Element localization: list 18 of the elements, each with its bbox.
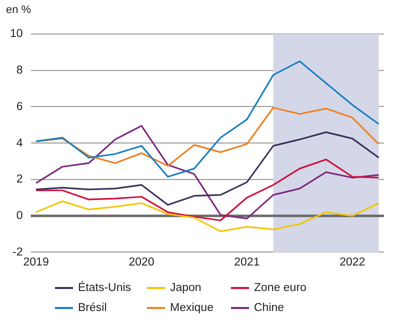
y-tick-label: -2	[12, 246, 23, 258]
legend-label: États-Unis	[78, 282, 132, 294]
x-tick-label: 2019	[23, 256, 49, 268]
y-tick-label: 0	[16, 210, 23, 222]
y-tick-label: 8	[16, 64, 23, 77]
y-axis-title: en %	[6, 4, 32, 16]
legend-label: Brésil	[78, 302, 107, 314]
x-tick-label: 2020	[128, 256, 154, 268]
legend-label: Chine	[254, 302, 284, 314]
legend-label: Zone euro	[254, 282, 306, 294]
legend-label: Mexique	[170, 302, 214, 314]
x-tick-label: 2022	[340, 256, 366, 268]
legend-label: Japon	[170, 282, 202, 294]
y-tick-label: 10	[10, 28, 23, 40]
y-tick-label: 2	[16, 174, 23, 186]
y-tick-label: 6	[16, 100, 23, 113]
y-tick-label: 4	[16, 137, 24, 150]
x-tick-label: 2021	[234, 256, 260, 268]
